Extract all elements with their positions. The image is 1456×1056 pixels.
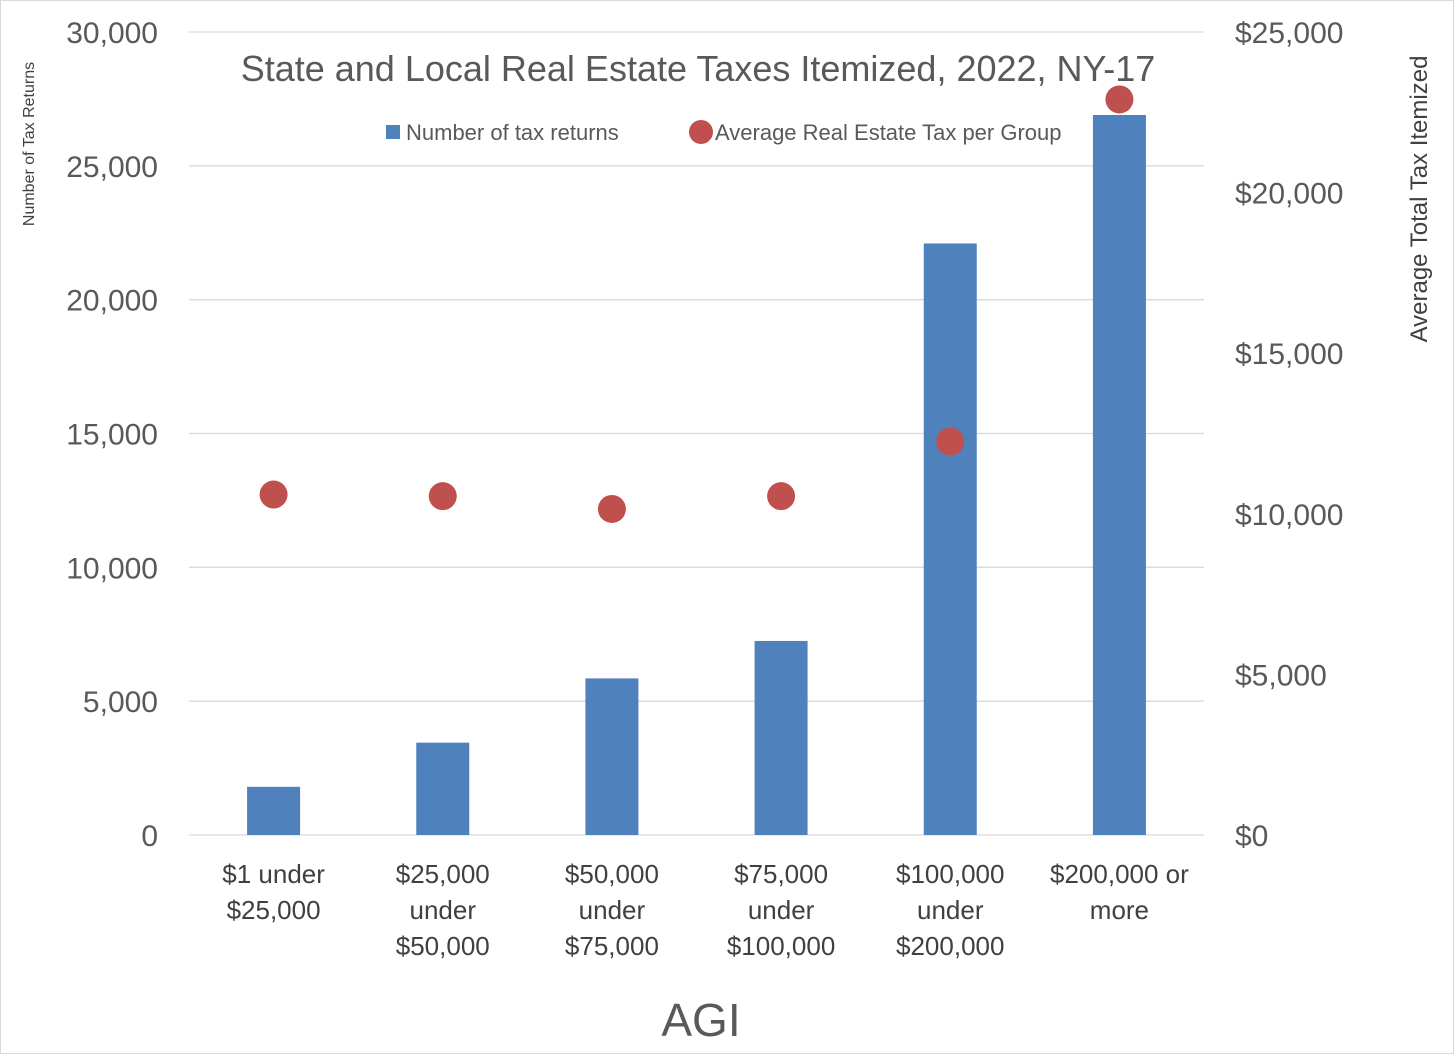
right-tick-label: $20,000 bbox=[1235, 178, 1343, 211]
right-tick-label: $25,000 bbox=[1235, 17, 1343, 50]
left-tick-label: 30,000 bbox=[66, 17, 158, 50]
chart-title: State and Local Real Estate Taxes Itemiz… bbox=[241, 48, 1156, 89]
left-tick-label: 25,000 bbox=[66, 151, 158, 184]
left-tick-label: 15,000 bbox=[66, 419, 158, 452]
bar bbox=[247, 786, 301, 835]
right-tick-label: $5,000 bbox=[1235, 659, 1327, 692]
category-label: $25,000 under $50,000 bbox=[396, 859, 490, 961]
category-label: $50,000 under $75,000 bbox=[565, 859, 659, 961]
category-labels: $1 under $25,000 $25,000 under $50,000 $50,00… bbox=[222, 859, 1189, 961]
scatter-point bbox=[428, 482, 457, 511]
legend: Number of tax returns Average Real Estat… bbox=[386, 120, 1062, 145]
scatter-point bbox=[259, 480, 288, 509]
category-label: $200,000 or more bbox=[1050, 859, 1189, 925]
legend-swatch-bars bbox=[386, 125, 400, 139]
bar bbox=[1092, 114, 1146, 835]
right-tick-label: $15,000 bbox=[1235, 338, 1343, 371]
right-axis-ticks: $0 $5,000 $10,000 $15,000 $20,000 $25,000 bbox=[1235, 17, 1343, 853]
scatter-point bbox=[767, 482, 796, 511]
category-label: $100,000 under $200,000 bbox=[896, 859, 1004, 961]
scatter-point bbox=[597, 494, 626, 523]
category-label: $75,000 under $100,000 bbox=[727, 859, 835, 961]
left-tick-label: 20,000 bbox=[66, 285, 158, 318]
x-axis-label: AGI bbox=[661, 994, 740, 1046]
scatter-point bbox=[936, 427, 965, 456]
right-tick-label: $0 bbox=[1235, 820, 1268, 853]
y-axis-label-left: Number of Tax Returns bbox=[21, 62, 38, 226]
legend-label-points: Average Real Estate Tax per Group bbox=[715, 120, 1062, 145]
left-tick-label: 0 bbox=[141, 820, 158, 853]
bar bbox=[923, 243, 977, 835]
scatter-point bbox=[1105, 85, 1134, 114]
left-tick-label: 5,000 bbox=[83, 686, 158, 719]
scatter-series bbox=[259, 85, 1134, 523]
legend-swatch-points bbox=[689, 120, 713, 144]
left-axis-ticks: 0 5,000 10,000 15,000 20,000 25,000 30,000 bbox=[66, 17, 158, 853]
category-label: $1 under $25,000 bbox=[222, 859, 325, 925]
gridlines bbox=[189, 31, 1204, 836]
left-tick-label: 10,000 bbox=[66, 552, 158, 585]
bar bbox=[585, 678, 639, 835]
bar-series bbox=[247, 114, 1146, 835]
bar bbox=[416, 742, 470, 835]
y-axis-label-right: Average Total Tax Itemized bbox=[1406, 56, 1433, 343]
legend-label-bars: Number of tax returns bbox=[406, 120, 619, 145]
right-tick-label: $10,000 bbox=[1235, 499, 1343, 532]
bar bbox=[754, 640, 808, 835]
